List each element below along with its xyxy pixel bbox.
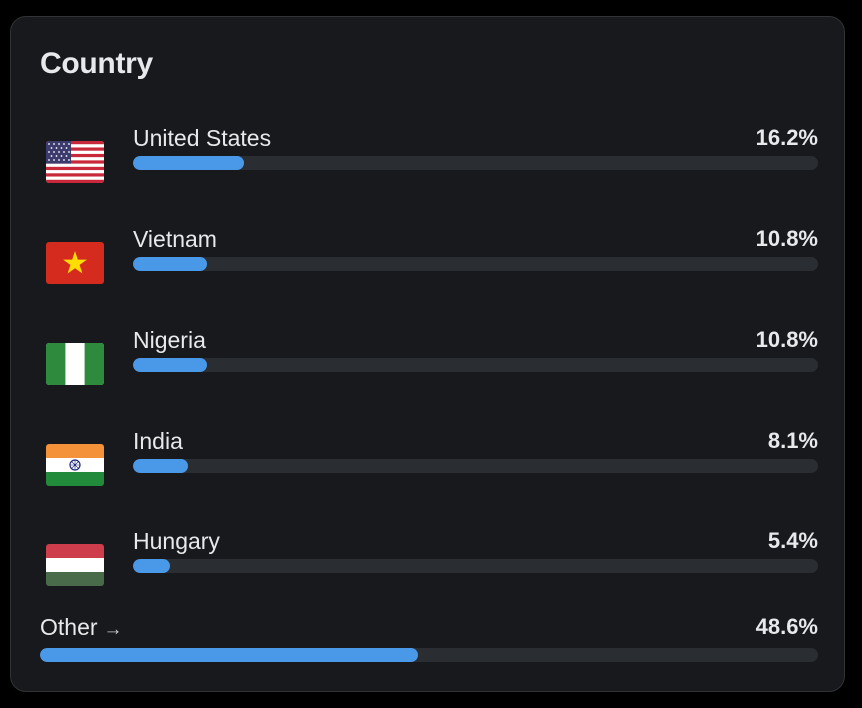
other-percentage: 48.6% [755, 614, 818, 639]
progress-bar-fill [40, 648, 419, 662]
list-item-india: India 8.1% [46, 428, 818, 490]
country-percentage: 10.8% [755, 226, 818, 251]
progress-bar-track [133, 257, 818, 271]
card-title: Country [40, 47, 153, 80]
progress-bar-fill [133, 257, 207, 271]
country-percentage: 8.1% [767, 428, 818, 453]
flag-hu-icon [46, 544, 104, 586]
flag-in-icon [46, 444, 104, 486]
other-label: Other [40, 614, 98, 640]
country-label: Hungary [133, 528, 220, 554]
progress-bar-track [133, 559, 818, 573]
country-label: India [133, 428, 183, 454]
list-item-other: Other → 48.6% [40, 614, 818, 666]
progress-bar-track [133, 156, 818, 170]
list-item-nigeria: Nigeria 10.8% [46, 327, 818, 389]
country-label: Nigeria [133, 327, 206, 353]
progress-bar-track [40, 648, 818, 662]
flag-us-icon [46, 141, 104, 183]
flag-vn-icon [46, 242, 104, 284]
list-item-united-states: United States 16.2% [46, 125, 818, 187]
progress-bar-fill [133, 358, 207, 372]
progress-bar-track [133, 358, 818, 372]
other-link[interactable]: Other → [40, 614, 123, 641]
progress-bar-fill [133, 156, 244, 170]
country-label: United States [133, 125, 272, 151]
flag-ng-icon [46, 343, 104, 385]
progress-bar-fill [133, 459, 189, 473]
progress-bar-fill [133, 559, 170, 573]
country-percentage: 5.4% [767, 528, 818, 553]
country-card: Country [10, 16, 845, 692]
progress-bar-track [133, 459, 818, 473]
country-percentage: 16.2% [755, 125, 818, 150]
list-item-vietnam: Vietnam 10.8% [46, 226, 818, 288]
country-percentage: 10.8% [755, 327, 818, 352]
country-label: Vietnam [133, 226, 217, 252]
arrow-right-icon: → [103, 619, 123, 640]
list-item-hungary: Hungary 5.4% [46, 528, 818, 590]
